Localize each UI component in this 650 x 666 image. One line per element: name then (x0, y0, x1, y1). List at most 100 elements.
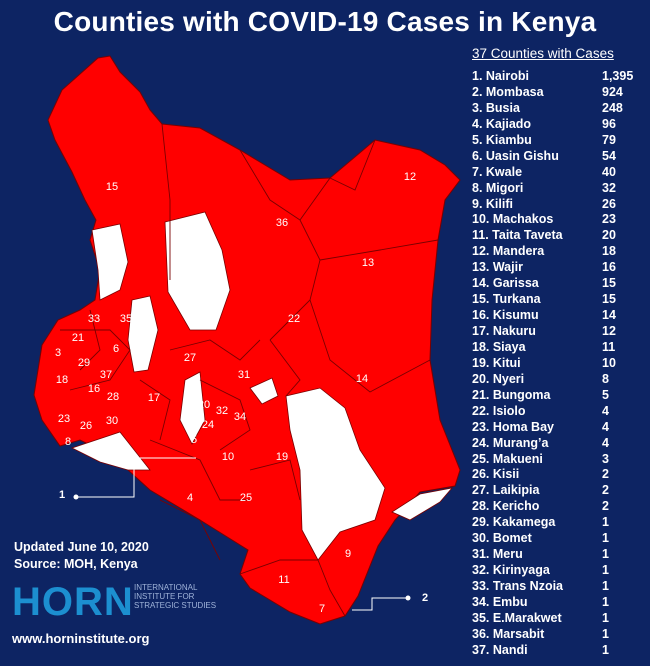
county-row: 3. Busia 248 (472, 101, 642, 117)
county-row: 24. Murang’a 4 (472, 436, 642, 452)
county-row: 29. Kakamega 1 (472, 515, 642, 531)
county-row: 34. Embu 1 (472, 595, 642, 611)
county-map-label: 13 (362, 257, 374, 269)
county-name: 34. Embu (472, 594, 528, 609)
county-name: 28. Kericho (472, 499, 540, 514)
county-cases: 2 (602, 499, 609, 514)
county-map-label: 14 (356, 373, 368, 385)
county-cases: 18 (602, 244, 616, 259)
county-cases: 1 (602, 642, 609, 657)
county-cases: 14 (602, 308, 616, 323)
county-map-label: 28 (107, 391, 119, 403)
county-row: 6. Uasin Gishu 54 (472, 149, 642, 165)
county-map-label: 2 (422, 592, 428, 604)
county-name: 6. Uasin Gishu (472, 148, 559, 163)
county-map-label: 36 (276, 217, 288, 229)
county-row: 15. Turkana 15 (472, 292, 642, 308)
horn-logo: HORN (12, 580, 134, 624)
county-row: 13. Wajir 16 (472, 260, 642, 276)
county-map-label: 35 (120, 313, 132, 325)
county-cases: 2 (602, 483, 609, 498)
county-name: 10. Machakos (472, 212, 554, 227)
county-name: 3. Busia (472, 100, 520, 115)
county-cases: 1 (602, 515, 609, 530)
county-row: 8. Migori 32 (472, 181, 642, 197)
county-row: 18. Siaya 11 (472, 340, 642, 356)
county-name: 19. Kitui (472, 355, 521, 370)
county-row: 26. Kisii 2 (472, 467, 642, 483)
county-cases: 1,395 (602, 69, 634, 83)
county-row: 20. Nyeri 8 (472, 372, 642, 388)
county-name: 14. Garissa (472, 276, 539, 291)
county-name: 23. Homa Bay (472, 419, 554, 434)
county-name: 36. Marsabit (472, 626, 545, 641)
county-map-label: 3 (55, 347, 61, 359)
county-cases: 1 (602, 579, 609, 593)
county-map-label: 19 (276, 451, 288, 463)
county-row: 33. Trans Nzoia 1 (472, 579, 642, 595)
county-map-label: 26 (80, 420, 92, 432)
county-cases: 96 (602, 116, 616, 131)
county-cases: 32 (602, 180, 616, 195)
county-name: 1. Nairobi (472, 69, 529, 83)
county-name: 15. Turkana (472, 292, 541, 307)
county-name: 31. Meru (472, 547, 523, 562)
county-name: 24. Murang’a (472, 435, 549, 450)
county-name: 37. Nandi (472, 642, 528, 657)
county-name: 30. Bomet (472, 531, 532, 546)
county-row: 10. Machakos 23 (472, 212, 642, 228)
county-cases: 248 (602, 100, 623, 115)
county-row: 32. Kirinyaga 1 (472, 563, 642, 579)
county-map-label: 22 (288, 313, 300, 325)
county-row: 14. Garissa 15 (472, 276, 642, 292)
county-name: 13. Wajir (472, 260, 523, 275)
website-link[interactable]: www.horninstitute.org (12, 631, 150, 646)
county-map-label: 10 (222, 451, 234, 463)
county-cases: 40 (602, 164, 616, 179)
callout-dot-1 (73, 494, 79, 500)
county-cases: 16 (602, 260, 616, 275)
county-map-label: 29 (78, 357, 90, 369)
county-name: 18. Siaya (472, 339, 526, 354)
county-row: 27. Laikipia 2 (472, 483, 642, 499)
county-name: 4. Kajiado (472, 116, 532, 131)
county-map-label: 37 (100, 369, 112, 381)
county-row: 36. Marsabit 1 (472, 627, 642, 643)
county-map-label: 11 (278, 574, 289, 586)
county-row: 4. Kajiado 96 (472, 117, 642, 133)
county-cases: 15 (602, 292, 616, 307)
callout-leaders (76, 457, 408, 611)
county-cases: 11 (602, 339, 616, 354)
county-name: 33. Trans Nzoia (472, 579, 564, 593)
logo-subtitle: International Institute for Strategic St… (134, 583, 217, 610)
county-cases: 1 (602, 626, 609, 641)
county-cases: 23 (602, 212, 616, 227)
county-cases: 5 (602, 387, 609, 402)
county-map-label: 1 (59, 489, 65, 501)
county-cases: 15 (602, 276, 616, 291)
county-row: 11. Taita Taveta 20 (472, 228, 642, 244)
county-name: 17. Nakuru (472, 324, 536, 338)
county-row: 12. Mandera 18 (472, 244, 642, 260)
county-map-label: 4 (187, 492, 193, 504)
county-map-label: 21 (72, 332, 84, 344)
callout-dot-2 (405, 595, 411, 601)
county-cases: 1 (602, 563, 609, 578)
county-name: 27. Laikipia (472, 483, 540, 498)
county-cases: 1 (602, 594, 609, 609)
county-map-label: 15 (106, 181, 118, 193)
county-map-label: 34 (234, 411, 246, 423)
county-name: 16. Kisumu (472, 308, 539, 323)
county-map-label: 27 (184, 352, 196, 364)
county-name: 26. Kisii (472, 467, 520, 482)
county-row: 2. Mombasa 924 (472, 85, 642, 101)
county-name: 21. Bungoma (472, 387, 551, 402)
county-map-label: 30 (106, 415, 118, 427)
county-name: 9. Kilifi (472, 196, 513, 211)
county-name: 32. Kirinyaga (472, 563, 550, 578)
county-name: 29. Kakamega (472, 515, 556, 530)
county-name: 11. Taita Taveta (472, 228, 563, 243)
county-row: 28. Kericho 2 (472, 499, 642, 515)
